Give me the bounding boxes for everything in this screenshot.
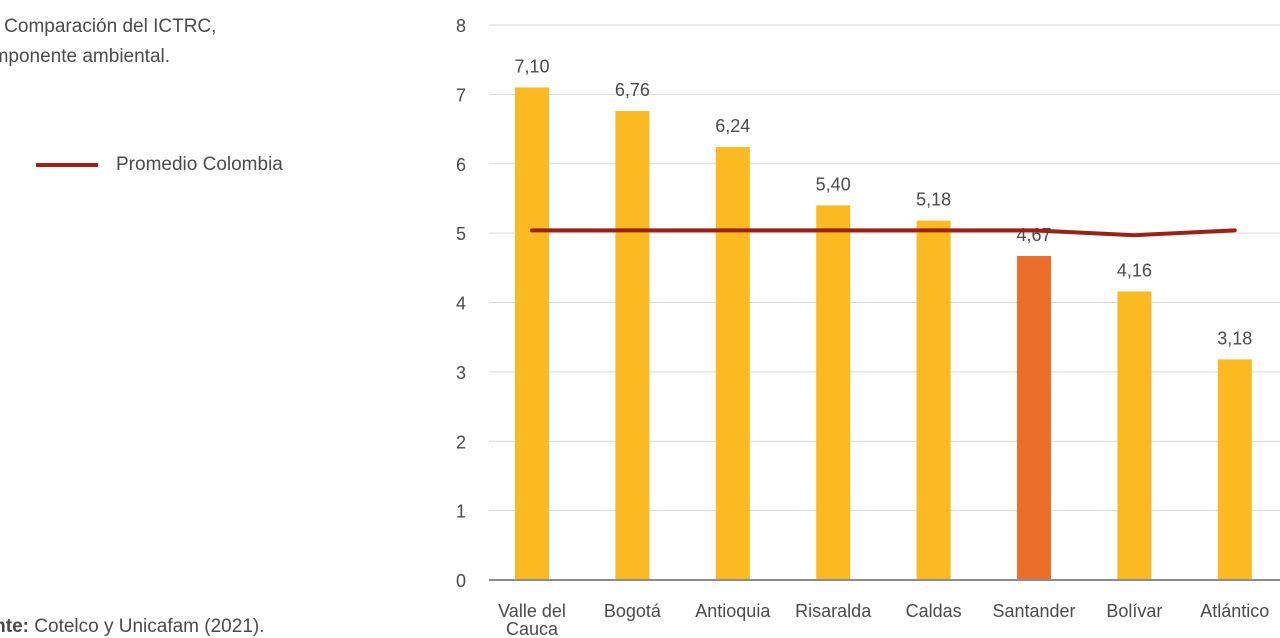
bar — [916, 220, 951, 580]
x-tick-label: Valle del Cauca — [498, 601, 566, 638]
bar — [1117, 291, 1152, 580]
bar — [816, 205, 851, 580]
y-tick-label: 8 — [456, 16, 466, 36]
x-tick-label-line: Bolívar — [1106, 601, 1162, 621]
y-tick-label: 3 — [456, 363, 466, 383]
figure-caption: b. Comparación del ICTRC, omponente ambi… — [0, 12, 342, 72]
x-tick-label-line: Risaralda — [795, 601, 872, 621]
x-tick-label-line: Valle del — [498, 601, 566, 621]
chart-legend: Promedio Colombia — [36, 154, 283, 176]
x-tick-label: Santander — [992, 601, 1075, 621]
caption-line-1: Comparación del ICTRC, — [4, 16, 217, 37]
source-label: uente: — [0, 616, 29, 637]
bar — [615, 111, 650, 581]
legend-line-swatch — [36, 163, 98, 167]
data-label: 5,40 — [816, 174, 851, 194]
x-tick-label-line: Atlántico — [1200, 601, 1269, 621]
source-note: uente: Cotelco y Unicafam (2021). — [0, 616, 265, 638]
data-label: 4,67 — [1016, 225, 1051, 245]
x-tick-label: Antioquia — [695, 601, 771, 621]
x-tick-label: Risaralda — [795, 601, 872, 621]
caption-line-2: omponente ambiental. — [0, 46, 171, 67]
data-label: 3,18 — [1217, 328, 1252, 348]
y-tick-label: 5 — [456, 224, 466, 244]
source-text: Cotelco y Unicafam (2021). — [34, 616, 265, 637]
y-tick-label: 1 — [456, 502, 466, 522]
data-label: 6,76 — [615, 80, 650, 100]
x-tick-label: Bolívar — [1106, 601, 1162, 621]
x-tick-label-line: Caldas — [906, 601, 962, 621]
bar — [715, 147, 750, 580]
bar — [515, 87, 549, 580]
bar — [1217, 359, 1252, 580]
data-label: 4,16 — [1117, 260, 1152, 280]
data-label: 5,18 — [916, 190, 951, 210]
x-tick-label: Bogotá — [604, 601, 662, 621]
y-tick-label: 2 — [456, 432, 466, 452]
data-label: 6,24 — [715, 116, 750, 136]
y-tick-label: 0 — [456, 571, 466, 591]
x-tick-label-line: Antioquia — [695, 601, 771, 621]
x-tick-label-line: Santander — [992, 601, 1075, 621]
y-tick-label: 6 — [456, 155, 466, 175]
data-label: 7,10 — [514, 56, 549, 76]
y-tick-label: 7 — [456, 85, 466, 105]
x-tick-label-line: Bogotá — [604, 601, 662, 621]
x-tick-label-line: Cauca — [506, 619, 559, 638]
x-tick-label: Atlántico — [1200, 601, 1269, 621]
y-tick-label: 4 — [456, 294, 466, 314]
x-tick-label: Caldas — [906, 601, 962, 621]
average-line — [530, 228, 1237, 238]
legend-label-promedio: Promedio Colombia — [116, 154, 283, 175]
bar — [1017, 256, 1051, 580]
